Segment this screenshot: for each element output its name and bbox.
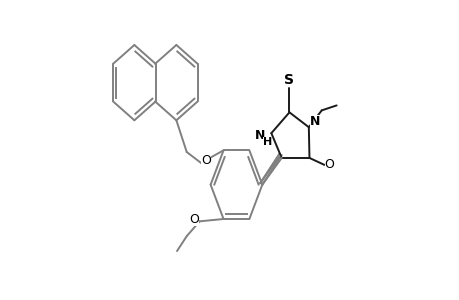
- Text: O: O: [201, 154, 211, 167]
- Text: N: N: [255, 129, 265, 142]
- Text: H: H: [262, 137, 272, 147]
- Text: N: N: [309, 115, 320, 128]
- Text: O: O: [189, 213, 199, 226]
- Text: S: S: [284, 73, 294, 87]
- Text: O: O: [324, 158, 334, 171]
